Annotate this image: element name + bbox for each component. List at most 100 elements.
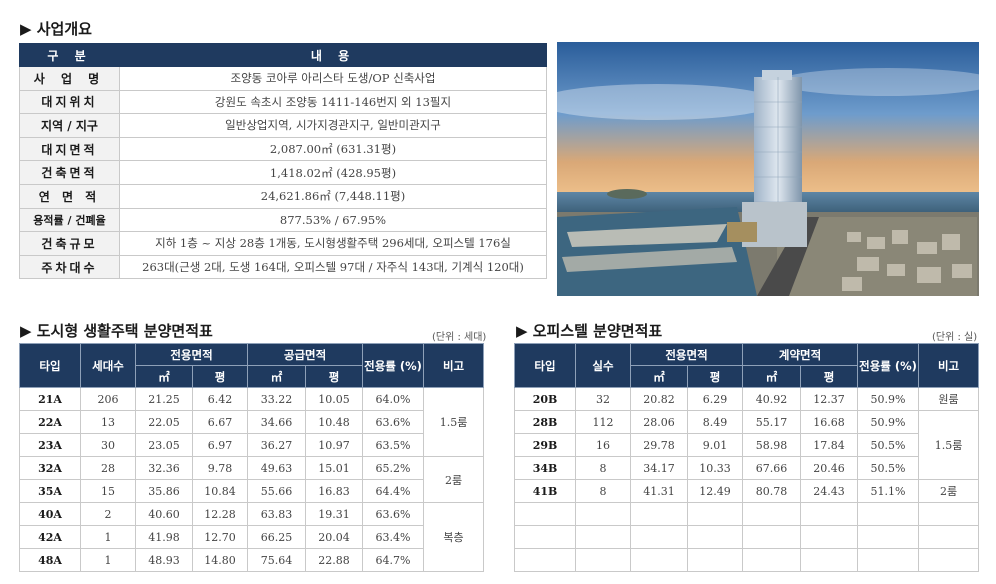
cell-count: 13 <box>80 410 136 434</box>
overview-header-category: 구 분 <box>19 43 120 67</box>
empty-cell <box>686 502 744 526</box>
empty-cell <box>918 525 980 549</box>
cell: 6.42 <box>191 387 249 411</box>
cell: 55.66 <box>247 479 307 503</box>
empty-cell <box>857 525 920 549</box>
cell: 10.84 <box>191 479 249 503</box>
cell: 41.31 <box>630 479 688 503</box>
cell: 19.31 <box>305 502 364 526</box>
table-row: 34B 8 34.17 10.33 67.66 20.46 50.5% <box>514 456 979 480</box>
cell: 50.9% <box>857 410 920 434</box>
cell-type: 42A <box>19 525 81 549</box>
cell: 12.37 <box>800 387 859 411</box>
cell-count: 30 <box>80 433 136 457</box>
cell-count: 15 <box>80 479 136 503</box>
cell-type: 40A <box>19 502 81 526</box>
col-sqm: ㎡ <box>247 365 307 388</box>
overview-label: 연 면 적 <box>19 183 120 209</box>
cell: 41.98 <box>135 525 193 549</box>
cell-type: 29B <box>514 433 576 457</box>
overview-value: 2,087.00㎡ (631.31평) <box>119 136 547 162</box>
cell: 50.9% <box>857 387 920 411</box>
overview-value: 조양동 코아루 아리스타 도생/OP 신축사업 <box>119 66 547 91</box>
cell: 63.6% <box>362 410 425 434</box>
cell-type: 22A <box>19 410 81 434</box>
cell: 6.97 <box>191 433 249 457</box>
col-exclusive-area: 전용면적 <box>134 343 249 366</box>
empty-cell <box>630 548 688 572</box>
table-row: 41B 8 41.31 12.49 80.78 24.43 51.1% 2룸 <box>514 479 980 503</box>
cell-type: 23A <box>19 433 81 457</box>
overview-value: 877.53% / 67.95% <box>119 207 547 233</box>
cell-count: 2 <box>80 502 136 526</box>
empty-cell <box>918 502 980 526</box>
table-row: 연 면 적 24,621.86㎡ (7,448.11평) <box>19 183 547 209</box>
cell: 22.88 <box>305 548 364 572</box>
cell-count: 112 <box>575 410 631 434</box>
empty-cell <box>800 502 859 526</box>
table-row: 23A 30 23.05 6.97 36.27 10.97 63.5% <box>19 433 484 457</box>
cell-note: 1.5룸 <box>918 410 980 480</box>
cell-type: 21A <box>19 387 81 411</box>
table-row-empty <box>514 525 980 549</box>
empty-cell <box>857 502 920 526</box>
cell: 63.4% <box>362 525 425 549</box>
col-exclusive-area: 전용면적 <box>629 343 744 366</box>
col-ratio: 전용률 (%) <box>362 343 425 388</box>
cell-count: 16 <box>575 433 631 457</box>
cell: 50.5% <box>857 456 920 480</box>
cell: 28.06 <box>630 410 688 434</box>
cell-type: 32A <box>19 456 81 480</box>
col-type: 타입 <box>19 343 81 388</box>
cell-count: 206 <box>80 387 136 411</box>
overview-label: 대지위치 <box>19 89 120 115</box>
empty-cell <box>514 525 576 549</box>
overview-label: 대지면적 <box>19 136 120 162</box>
cell: 12.70 <box>191 525 249 549</box>
cell-note: 2룸 <box>918 479 980 503</box>
empty-cell <box>918 548 980 572</box>
table-row: 29B 16 29.78 9.01 58.98 17.84 50.5% <box>514 433 979 457</box>
table-row: 20B 32 20.82 6.29 40.92 12.37 50.9% 원룸 <box>514 387 980 411</box>
col-type: 타입 <box>514 343 576 388</box>
col-pyeong: 평 <box>305 365 364 388</box>
cell: 9.01 <box>686 433 744 457</box>
cell: 14.80 <box>191 548 249 572</box>
cell-count: 1 <box>80 548 136 572</box>
cell: 33.22 <box>247 387 307 411</box>
cell: 49.63 <box>247 456 307 480</box>
overview-title: ▶ 사업개요 <box>20 20 92 38</box>
overview-label: 건축면적 <box>19 160 120 185</box>
cell: 80.78 <box>742 479 802 503</box>
cell-type: 34B <box>514 456 576 480</box>
table-row-empty <box>514 548 980 572</box>
table-row: 대지위치 강원도 속초시 조양동 1411-146번지 외 13필지 <box>19 89 547 115</box>
cell: 36.27 <box>247 433 307 457</box>
cell-type: 35A <box>19 479 81 503</box>
housing-table-title: ▶ 도시형 생활주택 분양면적표 <box>20 322 213 340</box>
cell: 10.05 <box>305 387 364 411</box>
cell-note: 원룸 <box>918 387 980 411</box>
overview-table: 구 분 내 용 사 업 명 조양동 코아루 아리스타 도생/OP 신축사업 대지위… <box>19 43 547 280</box>
cell: 64.7% <box>362 548 425 572</box>
cell: 23.05 <box>135 433 193 457</box>
col-note: 비고 <box>423 343 485 388</box>
col-ratio: 전용률 (%) <box>857 343 920 388</box>
cell: 63.6% <box>362 502 425 526</box>
col-count: 실수 <box>575 343 631 388</box>
cell: 50.5% <box>857 433 920 457</box>
cell: 48.93 <box>135 548 193 572</box>
empty-cell <box>630 502 688 526</box>
overview-value: 263대(근생 2대, 도생 164대, 오피스텔 97대 / 자주식 143대… <box>119 254 547 280</box>
cell-count: 8 <box>575 456 631 480</box>
cell: 20.46 <box>800 456 859 480</box>
table-row: 용적률 / 건폐율 877.53% / 67.95% <box>19 207 547 233</box>
cell: 40.92 <box>742 387 802 411</box>
empty-cell <box>514 502 576 526</box>
col-sqm: ㎡ <box>630 365 688 388</box>
table-row: 40A 2 40.60 12.28 63.83 19.31 63.6% 복층 <box>19 502 485 572</box>
cell: 24.43 <box>800 479 859 503</box>
col-contract-area: 계약면적 <box>742 343 859 366</box>
overview-label: 용적률 / 건폐율 <box>19 207 120 233</box>
overview-value: 24,621.86㎡ (7,448.11평) <box>119 183 547 209</box>
